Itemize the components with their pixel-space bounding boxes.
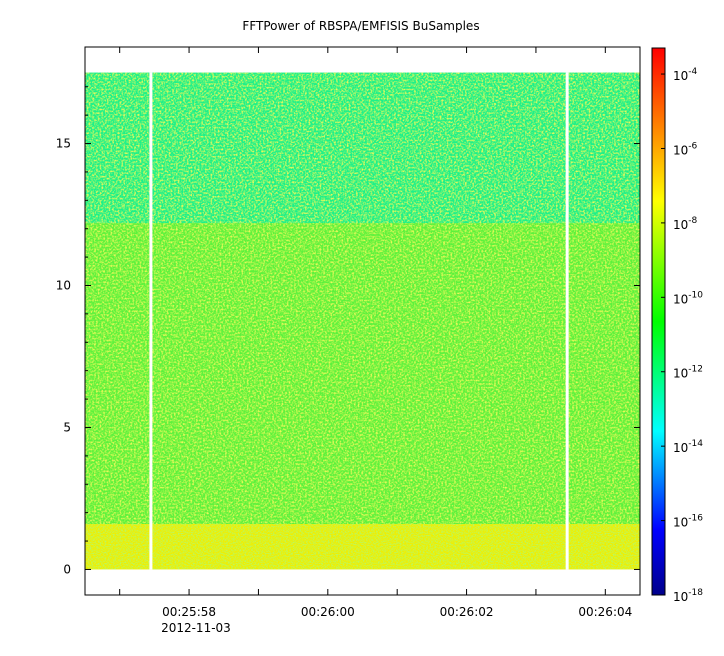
colorbar-gradient	[651, 47, 666, 596]
x-tick-label: 00:26:04	[578, 605, 632, 619]
colorbar-tick-label: 10-10	[673, 290, 703, 306]
plot-area	[85, 47, 640, 595]
data-gap	[149, 72, 153, 570]
power-band-texture	[85, 223, 640, 525]
y-tick-label: 0	[63, 562, 71, 576]
chart-title: FFTPower of RBSPA/EMFISIS BuSamples	[242, 19, 479, 33]
y-tick-label: 10	[56, 279, 71, 293]
y-tick-label: 5	[63, 420, 71, 434]
colorbar-tick-label: 10-8	[673, 216, 698, 232]
x-axis: 00:25:58 2012-11-03 00:26:00 00:26:02 00:26:…	[119, 47, 632, 635]
x-tick-label: 00:26:02	[440, 605, 494, 619]
x-tick-label: 00:25:58	[162, 605, 216, 619]
colorbar-tick-label: 10-6	[673, 141, 698, 157]
colorbar-tick-label: 10-12	[673, 365, 703, 381]
y-tick-label: 15	[56, 137, 71, 151]
power-band-texture	[85, 524, 640, 570]
power-band-texture	[85, 72, 640, 224]
y-axis: 0 5 10 15	[56, 86, 640, 576]
x-tick-date-label: 2012-11-03	[161, 621, 231, 635]
colorbar: 10-4 10-6 10-8 10-10 10-12 10-14 10-16 10-18	[651, 47, 703, 604]
plot-frame	[84, 46, 641, 596]
colorbar-tick-label: 10-4	[673, 67, 698, 83]
x-tick-label: 00:26:00	[301, 605, 355, 619]
colorbar-tick-label: 10-16	[673, 514, 703, 530]
colorbar-tick-label: 10-14	[673, 439, 703, 455]
data-gap	[565, 72, 569, 570]
colorbar-tick-label: 10-18	[673, 588, 703, 604]
